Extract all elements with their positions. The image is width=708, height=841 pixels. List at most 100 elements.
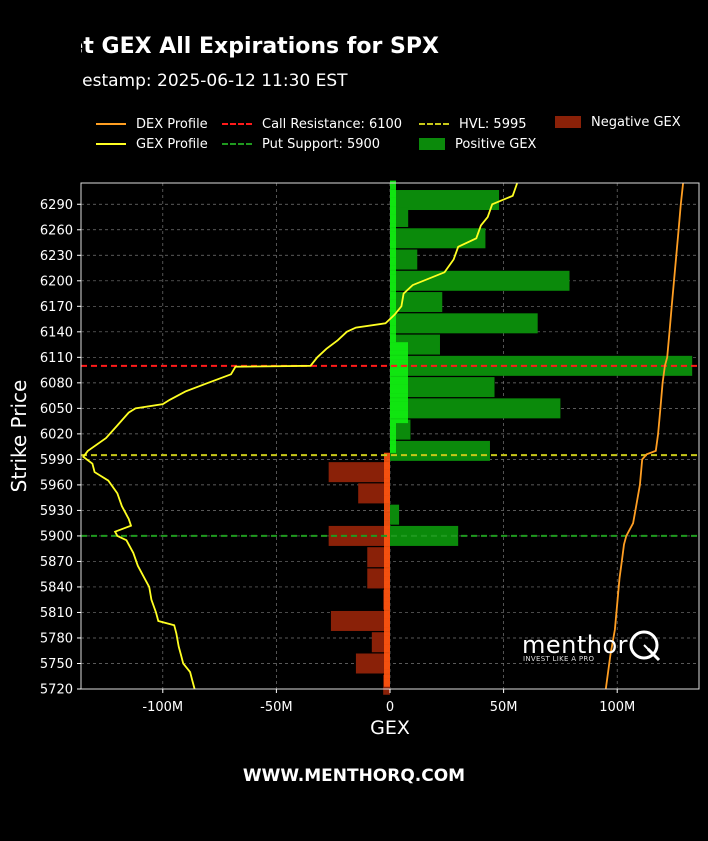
y-tick-label: 6170 (40, 300, 73, 315)
y-tick-label: 5870 (40, 555, 73, 570)
strike-band-negative (384, 503, 390, 509)
strike-band-negative (384, 529, 390, 534)
bar-negative-gex (358, 483, 390, 504)
x-axis-label: GEX (370, 717, 410, 739)
strike-band-positive (390, 376, 408, 381)
strike-band-positive (390, 206, 396, 211)
strike-band-positive (390, 333, 396, 339)
strike-band-negative (384, 584, 390, 589)
strike-band-negative (384, 669, 390, 674)
strike-band-negative (384, 597, 390, 602)
legend-swatch (96, 123, 126, 125)
bar-positive-gex (390, 504, 400, 525)
strike-band-negative (384, 563, 390, 568)
strike-band-positive (390, 299, 396, 305)
strike-band-positive (390, 197, 396, 203)
legend-item-hvl-5995: HVL: 5995 (419, 114, 527, 134)
strike-band-positive (390, 210, 396, 215)
strike-band-positive (390, 269, 396, 275)
bar-negative-gex (328, 525, 390, 546)
x-tick-label: 0 (386, 700, 394, 715)
legend-swatch (555, 116, 581, 128)
strike-band-negative (384, 682, 390, 687)
strike-band-positive (390, 448, 396, 453)
strike-band-positive (390, 312, 396, 317)
strike-band-positive (390, 431, 396, 436)
strike-band-negative (384, 469, 390, 475)
legend-item-negative-gex: Negative GEX (555, 112, 681, 132)
strike-band-negative (384, 508, 390, 513)
legend-label: Call Resistance: 6100 (262, 116, 403, 132)
strike-band-negative (384, 546, 390, 551)
strike-band-positive (390, 405, 408, 411)
strike-band-positive (390, 384, 408, 390)
bar-negative-gex (330, 610, 390, 631)
legend-item-positive-gex: Positive GEX (419, 134, 536, 154)
strike-band-positive (390, 184, 396, 190)
y-tick-label: 6140 (40, 325, 73, 340)
strike-band-negative (384, 618, 390, 623)
y-tick-label: 6200 (40, 274, 73, 289)
legend-label: GEX Profile (136, 136, 208, 152)
strike-band-negative (384, 520, 390, 526)
strike-band-negative (384, 482, 390, 487)
strike-band-negative (384, 486, 390, 492)
strike-band-positive (390, 380, 408, 385)
strike-band-negative (384, 610, 390, 615)
strike-band-positive (390, 393, 408, 398)
strike-band-negative (384, 495, 390, 500)
y-tick-label: 5930 (40, 504, 73, 519)
bar-positive-gex (390, 377, 495, 398)
legend-swatch (419, 123, 449, 125)
strike-band-negative (384, 478, 390, 483)
strike-band-positive (390, 201, 396, 207)
strike-band-positive (390, 218, 396, 224)
strike-band-positive (390, 286, 396, 292)
strike-band-positive (390, 248, 396, 254)
strike-band-positive (390, 367, 408, 373)
strike-band-positive (390, 444, 396, 449)
strike-band-positive (390, 439, 396, 445)
strike-band-positive (390, 235, 396, 241)
y-tick-label: 5810 (40, 606, 73, 621)
y-tick-label: 5750 (40, 657, 73, 672)
strike-band-negative (384, 622, 390, 628)
strike-band-positive (390, 422, 396, 428)
y-tick-label: 6020 (40, 427, 73, 442)
strike-band-negative (384, 665, 390, 670)
strike-band-negative (384, 661, 390, 666)
mask-left (0, 0, 81, 690)
strike-band-positive (390, 320, 396, 326)
strike-band-positive (390, 214, 396, 220)
strike-band-positive (390, 223, 396, 228)
strike-band-positive (390, 329, 396, 334)
legend-swatch (96, 143, 126, 145)
strike-band-positive (390, 261, 396, 266)
bar-positive-gex (390, 249, 418, 270)
y-tick-label: 6230 (40, 249, 73, 264)
bar-positive-gex (390, 440, 490, 461)
bar-positive-gex (390, 292, 443, 313)
bar-positive-gex (390, 270, 570, 291)
strike-band-negative (384, 639, 390, 645)
y-tick-label: 6290 (40, 198, 73, 213)
strike-band-negative (384, 678, 390, 683)
strike-band-positive (390, 303, 396, 309)
strike-band-positive (390, 388, 408, 394)
strike-band-positive (390, 346, 408, 351)
strike-band-negative (384, 516, 390, 521)
strike-band-negative (384, 601, 390, 606)
x-tick-label: 50M (490, 700, 518, 715)
strike-band-negative (384, 473, 390, 479)
y-tick-label: 5780 (40, 631, 73, 646)
legend-item-call-resistance-6100: Call Resistance: 6100 (222, 114, 402, 134)
strike-band-positive (390, 371, 408, 377)
strike-band-negative (384, 576, 390, 581)
bar-positive-gex (390, 313, 538, 334)
strike-band-negative (384, 512, 390, 517)
strike-band-positive (390, 282, 396, 288)
strike-band-negative (384, 593, 390, 598)
strike-band-negative (384, 614, 390, 619)
x-tick-label: -100M (142, 700, 183, 715)
